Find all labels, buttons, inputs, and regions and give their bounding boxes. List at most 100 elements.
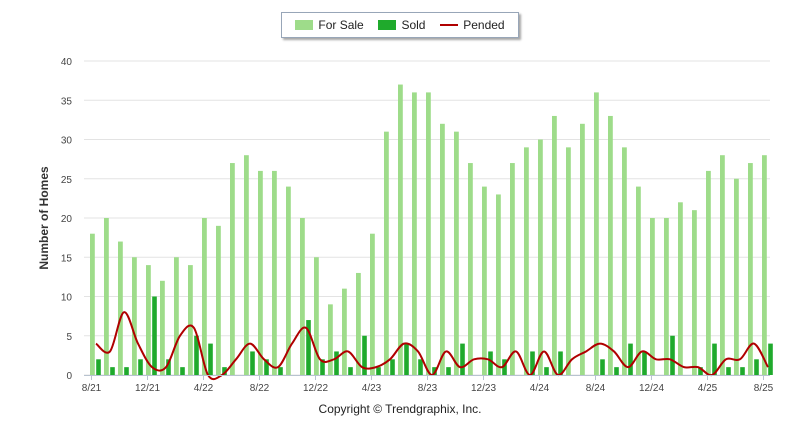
y-tick-label: 25 xyxy=(61,175,73,186)
bar-sold[interactable] xyxy=(180,367,185,375)
bar-for-sale[interactable] xyxy=(174,257,179,375)
bar-for-sale[interactable] xyxy=(118,241,123,375)
bar-for-sale[interactable] xyxy=(580,123,585,375)
y-tick-label: 10 xyxy=(61,293,73,304)
bar-sold[interactable] xyxy=(488,351,493,375)
bar-for-sale[interactable] xyxy=(314,257,319,375)
bar-sold[interactable] xyxy=(726,367,731,375)
bar-sold[interactable] xyxy=(152,296,157,376)
bar-for-sale[interactable] xyxy=(566,147,571,375)
bar-for-sale[interactable] xyxy=(426,92,431,376)
bar-sold[interactable] xyxy=(320,359,325,375)
bar-for-sale[interactable] xyxy=(552,115,557,375)
bar-for-sale[interactable] xyxy=(510,163,515,375)
bar-for-sale[interactable] xyxy=(468,163,473,375)
bar-sold[interactable] xyxy=(614,367,619,375)
bar-sold[interactable] xyxy=(446,367,451,375)
bar-sold[interactable] xyxy=(544,367,549,375)
bar-sold[interactable] xyxy=(348,367,353,375)
x-tick-label: 12/21 xyxy=(135,383,160,394)
bar-sold[interactable] xyxy=(138,359,143,375)
bar-for-sale[interactable] xyxy=(524,147,529,375)
bar-sold[interactable] xyxy=(166,359,171,375)
bar-for-sale[interactable] xyxy=(342,288,347,375)
y-tick-label: 40 xyxy=(61,57,73,68)
bar-sold[interactable] xyxy=(600,359,605,375)
bar-for-sale[interactable] xyxy=(398,84,403,376)
bar-for-sale[interactable] xyxy=(90,233,95,375)
bar-for-sale[interactable] xyxy=(440,123,445,375)
bar-for-sale[interactable] xyxy=(496,194,501,375)
bar-for-sale[interactable] xyxy=(650,218,655,375)
legend-item-sold[interactable]: Sold xyxy=(378,18,425,32)
bar-sold[interactable] xyxy=(712,343,717,375)
legend-label-sold: Sold xyxy=(401,18,426,32)
legend-item-for-sale[interactable]: For Sale xyxy=(295,18,364,32)
bar-for-sale[interactable] xyxy=(412,92,417,376)
bar-for-sale[interactable] xyxy=(622,147,627,375)
bar-for-sale[interactable] xyxy=(762,155,767,375)
bar-sold[interactable] xyxy=(754,359,759,375)
bar-for-sale[interactable] xyxy=(188,265,193,375)
bar-for-sale[interactable] xyxy=(748,163,753,375)
bar-sold[interactable] xyxy=(110,367,115,375)
bar-for-sale[interactable] xyxy=(538,139,543,376)
bar-sold[interactable] xyxy=(740,367,745,375)
bar-sold[interactable] xyxy=(278,367,283,375)
bar-for-sale[interactable] xyxy=(146,265,151,375)
bar-for-sale[interactable] xyxy=(272,170,277,375)
bar-for-sale[interactable] xyxy=(202,218,207,375)
bar-sold[interactable] xyxy=(418,359,423,375)
bar-for-sale[interactable] xyxy=(258,170,263,375)
bar-sold[interactable] xyxy=(558,351,563,375)
bar-sold[interactable] xyxy=(642,351,647,375)
bar-sold[interactable] xyxy=(530,351,535,375)
bar-sold[interactable] xyxy=(768,343,773,375)
legend-item-pended[interactable]: Pended xyxy=(440,18,505,32)
bar-sold[interactable] xyxy=(124,367,129,375)
bar-sold[interactable] xyxy=(670,335,675,375)
bar-for-sale[interactable] xyxy=(384,131,389,375)
bar-sold[interactable] xyxy=(250,351,255,375)
y-tick-label: 15 xyxy=(61,253,73,264)
bar-for-sale[interactable] xyxy=(370,233,375,375)
bar-for-sale[interactable] xyxy=(216,225,221,375)
bar-for-sale[interactable] xyxy=(286,186,291,375)
bar-for-sale[interactable] xyxy=(706,170,711,375)
bar-for-sale[interactable] xyxy=(300,218,305,375)
bar-for-sale[interactable] xyxy=(160,280,165,375)
bar-for-sale[interactable] xyxy=(104,218,109,375)
x-tick-label: 8/23 xyxy=(418,383,438,394)
bar-sold[interactable] xyxy=(390,359,395,375)
bar-for-sale[interactable] xyxy=(692,210,697,375)
bar-for-sale[interactable] xyxy=(734,178,739,375)
bar-sold[interactable] xyxy=(460,343,465,375)
bar-sold[interactable] xyxy=(502,359,507,375)
bar-sold[interactable] xyxy=(628,343,633,375)
bar-for-sale[interactable] xyxy=(664,218,669,375)
bar-for-sale[interactable] xyxy=(328,304,333,375)
bar-sold[interactable] xyxy=(334,351,339,375)
bar-sold[interactable] xyxy=(208,343,213,375)
bar-for-sale[interactable] xyxy=(244,155,249,375)
bar-sold[interactable] xyxy=(376,367,381,375)
bar-sold[interactable] xyxy=(306,320,311,375)
bar-for-sale[interactable] xyxy=(454,131,459,375)
bar-sold[interactable] xyxy=(362,335,367,375)
bar-for-sale[interactable] xyxy=(678,202,683,375)
bar-for-sale[interactable] xyxy=(720,155,725,375)
bar-for-sale[interactable] xyxy=(482,186,487,375)
bar-sold[interactable] xyxy=(96,359,101,375)
bar-sold[interactable] xyxy=(194,335,199,375)
bar-for-sale[interactable] xyxy=(356,272,361,375)
bar-for-sale[interactable] xyxy=(608,115,613,375)
bar-for-sale[interactable] xyxy=(230,163,235,375)
bar-sold[interactable] xyxy=(222,367,227,375)
bar-for-sale[interactable] xyxy=(132,257,137,375)
bar-for-sale[interactable] xyxy=(636,186,641,375)
bar-sold[interactable] xyxy=(264,359,269,375)
bar-sold[interactable] xyxy=(432,367,437,375)
bar-sold[interactable] xyxy=(404,343,409,375)
bar-for-sale[interactable] xyxy=(594,92,599,376)
bar-sold[interactable] xyxy=(698,367,703,375)
